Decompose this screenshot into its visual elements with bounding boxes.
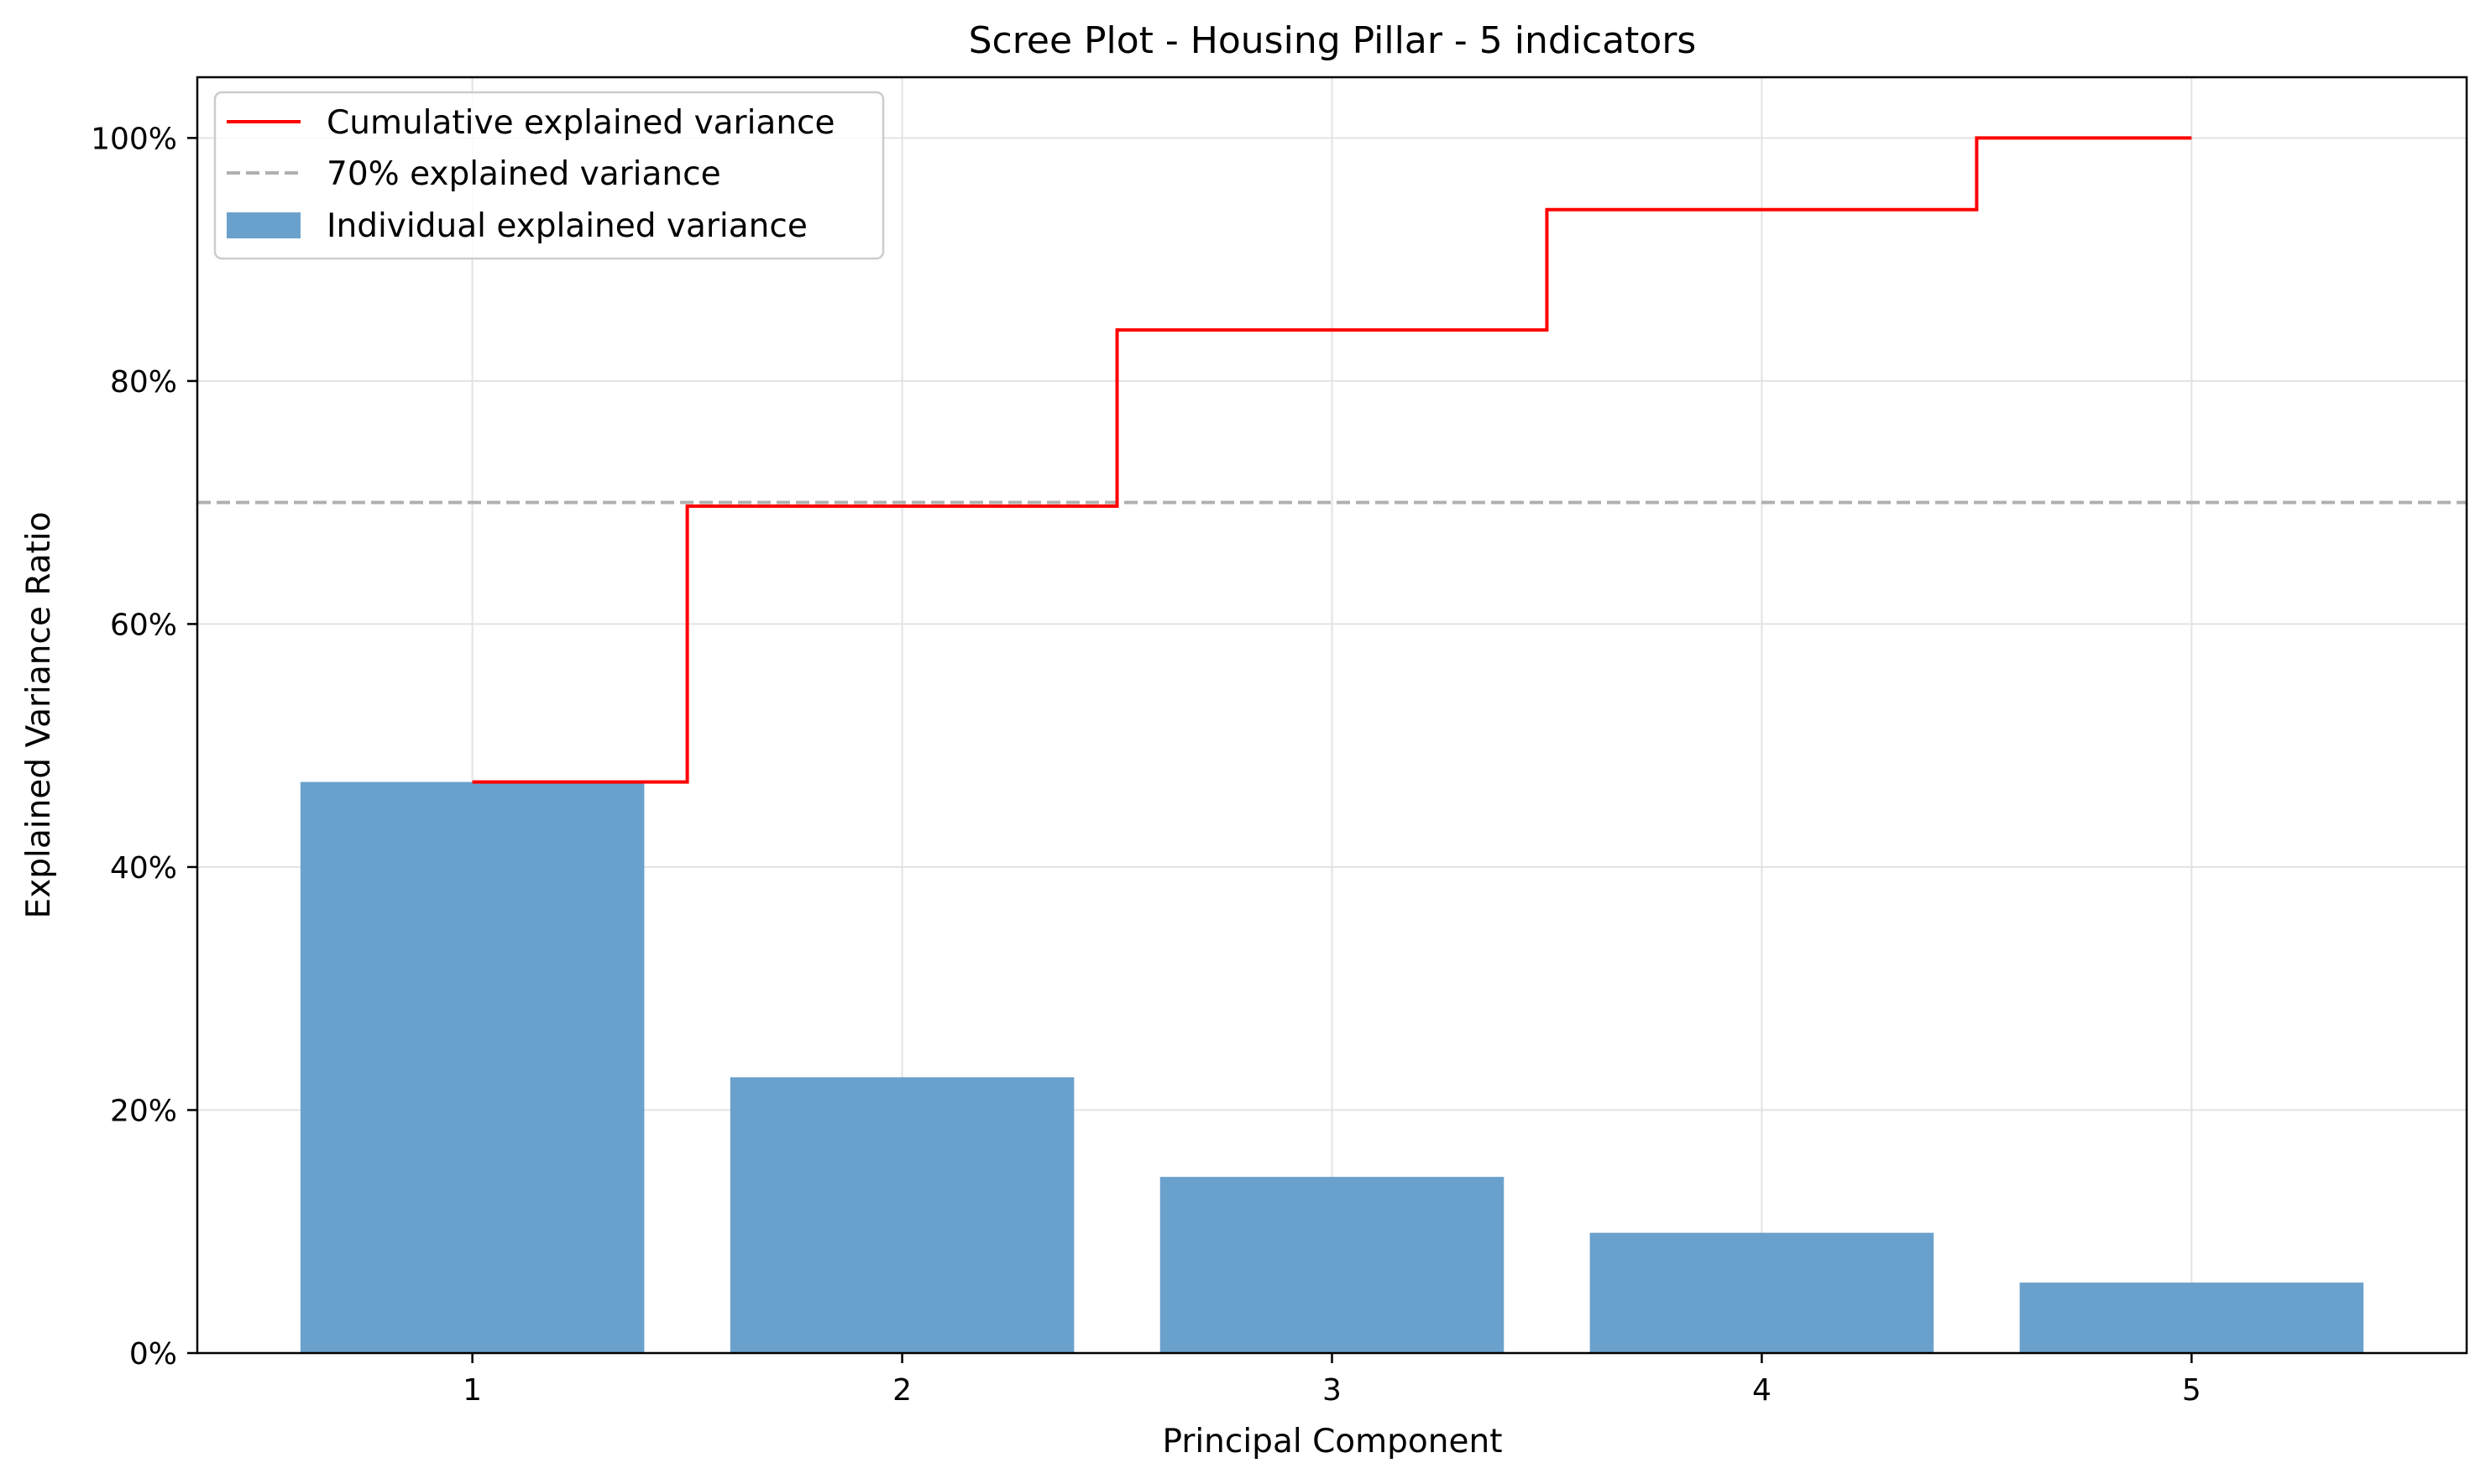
y-axis-ticks: 0% 20% 40% 60% 80% 100% — [91, 122, 197, 1372]
bar-pc-1 — [300, 781, 645, 1353]
y-tick-label-4: 80% — [110, 365, 177, 400]
x-tick-label-5: 5 — [2182, 1373, 2201, 1408]
legend-swatch-individual — [227, 212, 301, 238]
legend-label-70-percent: 70% explained variance — [327, 155, 721, 193]
legend-label-individual: Individual explained variance — [327, 207, 808, 245]
x-tick-label-4: 4 — [1752, 1373, 1771, 1408]
x-axis-label: Principal Component — [1162, 1423, 1502, 1460]
bars-group — [300, 781, 2364, 1353]
x-tick-label-2: 2 — [892, 1373, 912, 1408]
x-axis-ticks: 1 2 3 4 5 — [463, 1353, 2201, 1408]
chart-title: Scree Plot - Housing Pillar - 5 indicato… — [969, 19, 1697, 62]
legend: Cumulative explained variance 70% explai… — [213, 91, 885, 260]
x-tick-label-3: 3 — [1322, 1373, 1342, 1408]
y-tick-label-5: 100% — [91, 122, 177, 156]
bar-pc-2 — [730, 1077, 1075, 1353]
bar-pc-3 — [1159, 1177, 1505, 1353]
y-tick-label-3: 60% — [110, 608, 177, 642]
y-axis-label: Explained Variance Ratio — [20, 512, 58, 919]
x-tick-label-1: 1 — [463, 1373, 482, 1408]
y-tick-label-0: 0% — [129, 1337, 177, 1372]
y-tick-label-2: 40% — [110, 851, 177, 886]
bar-pc-4 — [1589, 1232, 1934, 1353]
cumulative-step-line — [472, 136, 2192, 784]
legend-label-cumulative: Cumulative explained variance — [327, 104, 835, 142]
y-tick-label-1: 20% — [110, 1094, 177, 1128]
legend-box — [213, 91, 885, 260]
bar-pc-5 — [2019, 1283, 2364, 1353]
